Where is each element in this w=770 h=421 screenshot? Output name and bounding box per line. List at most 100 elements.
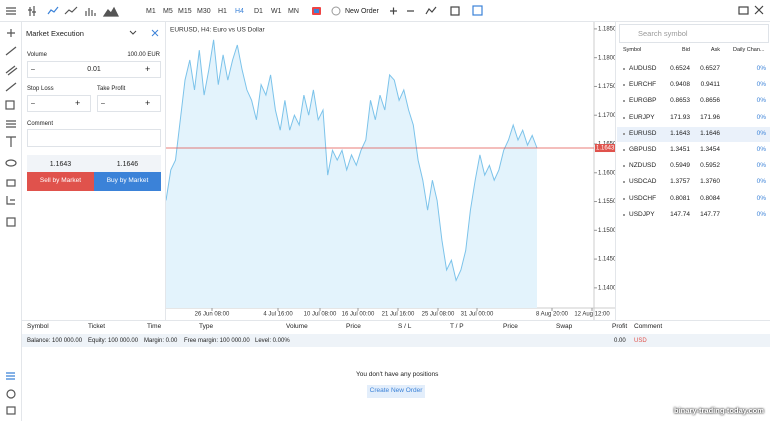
timeframe[interactable]: MN — [288, 8, 299, 15]
quote-cell: 0% — [756, 113, 766, 121]
volume-plus[interactable]: + — [145, 64, 151, 74]
y-tick-label: 1.1700 — [598, 113, 615, 119]
sell-label[interactable]: Sell by Market — [39, 177, 82, 184]
toolbar — [0, 0, 770, 22]
symbol-cell[interactable]: AUDUSD — [629, 65, 657, 72]
positions-header: Price — [503, 323, 518, 330]
row-dot — [623, 100, 625, 103]
buy-button[interactable] — [94, 172, 161, 191]
sl-minus[interactable]: – — [31, 100, 35, 107]
timeframe[interactable]: M30 — [197, 8, 211, 15]
positions-header: Price — [346, 323, 361, 330]
stop-loss-input — [27, 95, 91, 112]
balance-row — [22, 334, 770, 347]
chart: 1.18501.18001.17501.17001.16501.16001.15… — [166, 22, 615, 320]
price-axis — [594, 22, 615, 320]
column-header: Daily Chan... — [733, 47, 765, 53]
timeframe[interactable]: M15 — [178, 8, 192, 15]
timeframe[interactable]: D1 — [254, 8, 263, 15]
timeframe[interactable]: H4 — [235, 8, 244, 15]
quote-cell: 0.5949 — [670, 162, 690, 170]
x-tick-label: 21 Jul 16:00 — [382, 312, 415, 318]
row-dot — [623, 197, 625, 200]
symbol-cell[interactable]: GBPUSD — [629, 146, 657, 153]
timeframe[interactable]: H1 — [218, 8, 227, 15]
quote-cell: 0.9411 — [700, 81, 720, 89]
quote-cell: 0.8653 — [670, 97, 690, 105]
divider — [22, 320, 770, 321]
y-tick-label: 1.1400 — [598, 285, 615, 291]
profit-total: 0.00 — [614, 338, 626, 344]
symbol-cell[interactable]: EURGBP — [629, 97, 657, 105]
quote-cell: 1.1643 — [670, 129, 690, 137]
positions-header: S / L — [398, 323, 412, 330]
timeframe[interactable]: W1 — [271, 8, 282, 15]
row-dot — [623, 84, 625, 87]
x-tick-label: 16 Jul 00:00 — [342, 312, 375, 318]
volume-value: 0.01 — [87, 66, 101, 73]
symbol-cell[interactable]: USDJPY — [629, 210, 655, 218]
buy-label[interactable]: Buy by Market — [106, 177, 149, 184]
timeframe[interactable]: M5 — [163, 8, 173, 15]
row-dot — [623, 68, 625, 70]
comment-label: Comment — [27, 121, 54, 127]
ask-price: 1.1646 — [116, 161, 139, 168]
positions-header: Ticket — [88, 323, 106, 330]
create-order-label[interactable]: Create New Order — [369, 387, 423, 394]
quote-cell: 1.3451 — [670, 146, 690, 153]
quote-cell: 171.96 — [700, 113, 720, 121]
window-icons — [738, 5, 764, 15]
sl-plus[interactable]: + — [75, 98, 81, 108]
y-tick-label: 1.1450 — [598, 257, 615, 263]
x-tick-label: 26 Jun 08:00 — [195, 312, 230, 318]
quote-cell: 0.8084 — [700, 194, 720, 202]
x-tick-label: 12 Aug 12:00 — [574, 312, 610, 318]
symbol-cell[interactable]: EURCHF — [629, 81, 657, 89]
timeframe[interactable]: M1 — [146, 8, 156, 15]
panel-controls[interactable] — [128, 28, 162, 38]
balance-item: Level: 0.00% — [255, 338, 290, 344]
volume-minus[interactable]: – — [31, 66, 35, 73]
positions-header: Swap — [556, 323, 573, 330]
symbol-cell[interactable]: USDCAD — [629, 178, 657, 186]
stop-loss-label: Stop Loss — [27, 86, 54, 92]
balance-item: Free margin: 100 000.00 — [184, 338, 250, 344]
chart-title: EURUSD, H4: Euro vs US Dollar — [170, 27, 265, 34]
order-panel — [22, 22, 166, 320]
tp-plus[interactable]: + — [145, 98, 151, 108]
tp-minus[interactable]: – — [101, 100, 105, 107]
positions-header: Type — [199, 323, 214, 330]
quote-cell: 0% — [756, 129, 766, 137]
y-tick-label: 1.1750 — [598, 84, 615, 90]
quote-cell: 0.5952 — [700, 162, 720, 170]
search-box — [619, 24, 769, 43]
sell-button[interactable] — [27, 172, 94, 191]
quote-cell: 0% — [756, 162, 766, 170]
row-dot — [623, 149, 625, 151]
y-tick-label: 1.1850 — [598, 26, 615, 32]
symbol-cell[interactable]: NZDUSD — [629, 162, 657, 170]
symbol-cell[interactable]: EURJPY — [629, 113, 655, 121]
quote-cell: 0% — [756, 194, 766, 202]
column-header: Ask — [710, 47, 720, 53]
symbol-cell[interactable]: USDCHF — [629, 194, 657, 202]
left-toolbar — [0, 22, 22, 421]
y-tick-label: 1.1600 — [598, 170, 615, 176]
row-dot — [623, 213, 625, 216]
quote-cell: 1.3454 — [700, 146, 720, 153]
volume-hint: 100.00 EUR — [127, 52, 160, 58]
quote-cell: 0.9408 — [670, 81, 690, 89]
quote-cell: 0.6527 — [700, 65, 720, 72]
market-watch — [615, 22, 770, 320]
take-profit-label: Take Profit — [97, 86, 126, 92]
volume-label: Volume — [27, 52, 48, 58]
take-profit-input — [97, 95, 161, 112]
bid-price: 1.1643 — [49, 161, 72, 168]
y-tick-label: 1.1500 — [598, 228, 615, 234]
quote-cell: 0% — [756, 97, 766, 105]
create-order-button[interactable] — [367, 385, 425, 398]
quote-cell: 1.1646 — [700, 129, 720, 137]
new-order-button[interactable]: New Order — [345, 8, 379, 15]
symbol-cell[interactable]: EURUSD — [629, 129, 657, 137]
